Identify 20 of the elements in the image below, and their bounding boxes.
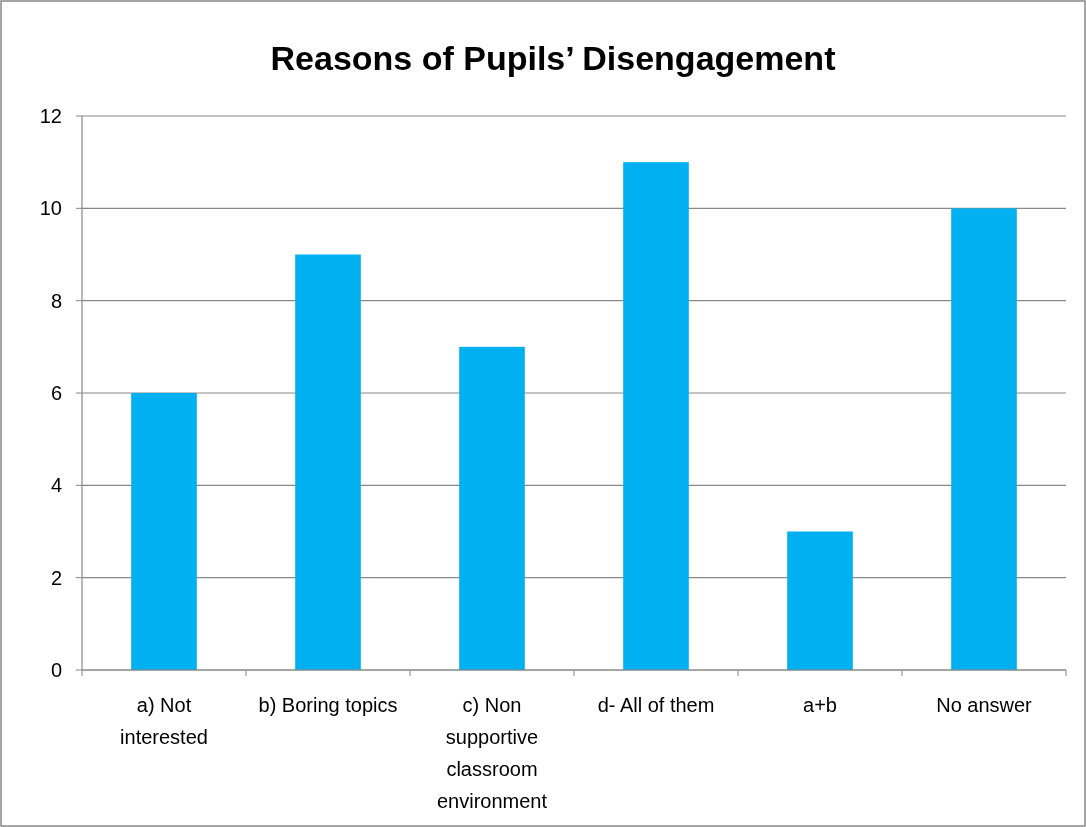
bar bbox=[295, 254, 361, 670]
x-tick-label: d- All of them bbox=[597, 694, 715, 716]
x-tick-label: c) Non supportive classroom environment bbox=[436, 694, 548, 812]
y-tick-label: 2 bbox=[50, 566, 62, 589]
bar bbox=[951, 208, 1017, 670]
x-tick-label: a+b bbox=[803, 694, 837, 716]
bar bbox=[131, 393, 197, 670]
y-tick-label: 12 bbox=[39, 105, 62, 127]
y-tick-label: 10 bbox=[39, 197, 62, 220]
bar bbox=[459, 346, 525, 670]
chart-title: Reasons of Pupils’ Disengagement bbox=[270, 39, 836, 77]
x-tick-label: No answer bbox=[936, 694, 1033, 716]
y-tick-label: 6 bbox=[50, 382, 62, 404]
y-tick-label: 8 bbox=[50, 289, 62, 312]
x-tick-label: a) Not interested bbox=[120, 694, 208, 748]
y-tick-label: 0 bbox=[50, 659, 62, 681]
bar bbox=[787, 531, 853, 670]
y-tick-label: 4 bbox=[50, 474, 62, 497]
x-tick-label: b) Boring topics bbox=[258, 694, 398, 716]
bar bbox=[623, 162, 689, 670]
